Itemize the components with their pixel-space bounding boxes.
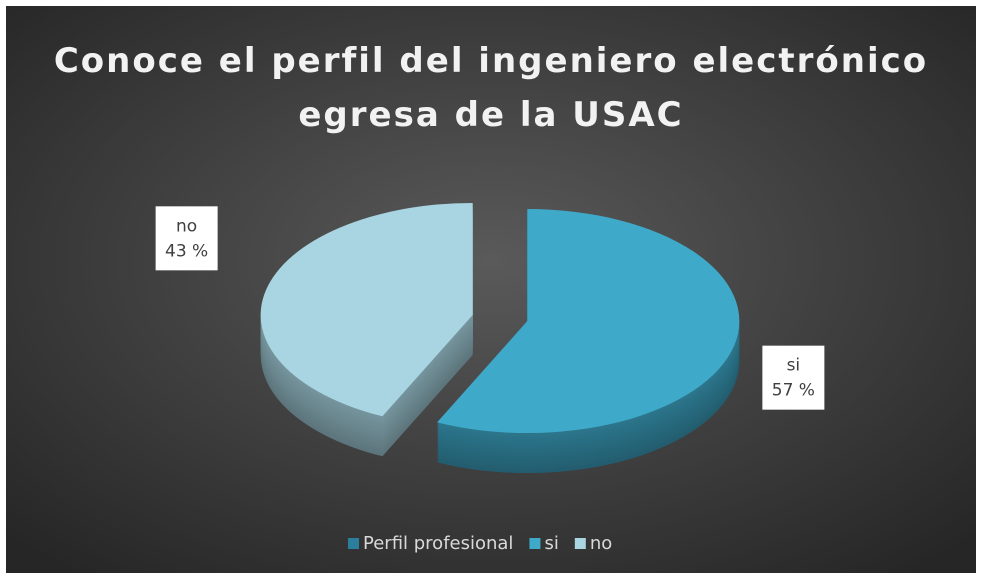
legend: Perfil profesional si no <box>348 533 612 554</box>
data-label-box <box>155 206 218 271</box>
data-label-value: 43 % <box>165 241 208 261</box>
slice <box>437 209 740 434</box>
data-label: si 57 % <box>762 345 825 410</box>
legend-label: Perfil profesional <box>363 533 513 554</box>
data-label: no 43 % <box>155 206 218 271</box>
data-label-category: no <box>176 216 197 236</box>
legend-label: si <box>544 533 558 554</box>
chart-background <box>6 6 976 573</box>
data-label-category: si <box>787 356 801 376</box>
data-label-box <box>762 345 825 410</box>
legend-swatch <box>529 538 541 549</box>
legend-swatch <box>574 538 586 549</box>
legend-label: no <box>590 533 612 554</box>
chart-title: Conoce el perfil del ingeniero electróni… <box>54 41 928 135</box>
legend-swatch <box>348 538 359 549</box>
data-label-value: 57 % <box>772 381 815 401</box>
slice <box>260 202 473 417</box>
